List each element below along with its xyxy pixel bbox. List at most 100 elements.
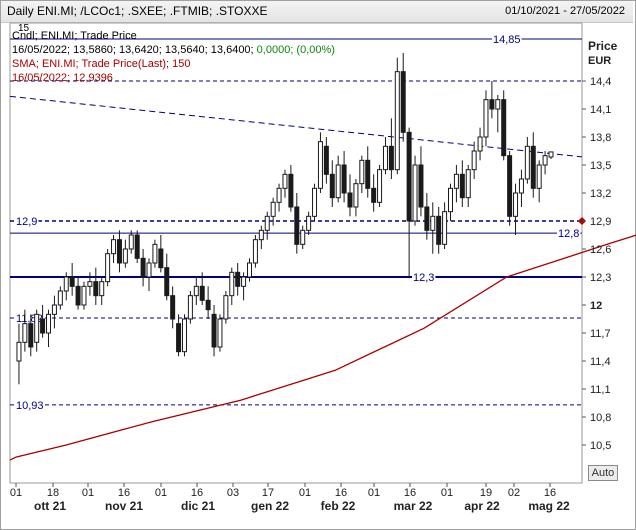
candle-body	[40, 318, 46, 334]
x-tick-label: 01	[82, 487, 94, 499]
x-tick-label: 01	[10, 487, 22, 499]
x-tick-label: 16	[191, 487, 203, 499]
candle-body	[501, 99, 507, 157]
candle-body	[495, 99, 501, 110]
candle-body	[518, 178, 524, 194]
candle-body	[465, 169, 471, 199]
candle-body	[453, 173, 459, 189]
auto-scale-button[interactable]: Auto	[588, 465, 618, 481]
candle-body	[300, 229, 306, 245]
legend-candle-values: 16/05/2022; 13,5860; 13,6420; 13,5640; 1…	[12, 43, 335, 57]
candle-body	[187, 295, 193, 320]
level-label: 12,9	[16, 216, 37, 228]
x-tick-label: 16	[335, 487, 347, 499]
candle-body	[170, 295, 176, 320]
candle-body	[394, 71, 400, 171]
candle-body	[57, 290, 63, 306]
y-tick-label: 14,1	[590, 104, 611, 116]
candle-body	[436, 215, 442, 245]
candle-body	[306, 215, 312, 231]
candle-body	[371, 187, 377, 203]
candle-body	[418, 164, 424, 208]
candle-body	[223, 295, 229, 320]
x-tick-label: 03	[227, 487, 239, 499]
candle-body	[276, 187, 282, 203]
candle-body	[258, 229, 264, 241]
plot-area[interactable]	[9, 22, 583, 484]
candle-body	[288, 173, 294, 208]
candle-body	[459, 173, 465, 199]
candle-body	[412, 164, 418, 222]
y-tick-label: 13,2	[590, 188, 611, 200]
x-tick-label: 18	[47, 487, 59, 499]
candle-body	[241, 276, 247, 287]
candle-body	[524, 145, 530, 180]
x-tick-label: 16	[544, 487, 556, 499]
candle-body	[247, 262, 253, 278]
trendline	[9, 95, 583, 158]
candle-body	[312, 187, 318, 217]
y-tick-label: 11,4	[590, 356, 611, 368]
x-month-label: mag 22	[528, 499, 570, 513]
candle-body	[111, 239, 117, 255]
candle-body	[377, 169, 383, 203]
candle-body	[81, 285, 87, 306]
candle-body	[217, 318, 223, 348]
y-tick-label: 11,1	[590, 384, 611, 396]
candle-body	[264, 215, 270, 231]
candle-body	[448, 187, 454, 213]
candle-body	[51, 304, 57, 315]
level-label: 14,85	[493, 34, 521, 46]
candle-body	[471, 150, 477, 171]
x-month-label: apr 22	[464, 499, 500, 513]
chart-legend: Cndl; ENI.MI; Trade Price 16/05/2022; 13…	[12, 29, 335, 85]
candle-body	[152, 243, 158, 264]
candle-body	[235, 271, 241, 287]
level-label: 12,3	[413, 272, 434, 284]
y-tick-label: 12,3	[590, 272, 611, 284]
candle-body	[134, 234, 140, 259]
candle-body	[483, 99, 489, 138]
candle-body	[530, 145, 536, 189]
level-label: 12,8	[558, 228, 579, 240]
legend-sma-series: SMA; ENI.MI; Trade Price(Last); 150	[12, 58, 191, 70]
legend-sma-value: 16/05/2022; 12,9396	[12, 72, 113, 84]
candle-body	[87, 281, 93, 287]
x-month-label: mar 22	[394, 499, 433, 513]
y-tick-label: 12,6	[590, 244, 611, 256]
candle-body	[477, 136, 483, 152]
x-tick-label: 17	[262, 487, 274, 499]
x-month-label: ott 21	[34, 499, 66, 513]
y-tick-label: 12,9	[590, 216, 611, 228]
y-tick-label: 13,5	[590, 160, 611, 172]
candle-body	[99, 281, 105, 297]
sma-150-line	[9, 234, 636, 461]
legend-candle-series: Cndl; ENI.MI; Trade Price	[12, 30, 137, 42]
level-label: 10,93	[16, 400, 44, 412]
y-tick-label: 14,4	[590, 76, 611, 88]
candle-body	[176, 323, 182, 353]
candle-body	[329, 173, 335, 199]
candle-body	[252, 239, 258, 264]
legend-ohlc: 16/05/2022; 13,5860; 13,6420; 13,5640; 1…	[12, 44, 254, 56]
candle-body	[158, 248, 164, 269]
candle-body	[536, 164, 542, 189]
candle-body	[513, 192, 519, 217]
candle-body	[128, 234, 134, 250]
x-month-label: gen 22	[251, 499, 289, 513]
candle-body	[365, 159, 371, 189]
x-tick-label: 01	[299, 487, 311, 499]
x-tick-label: 16	[404, 487, 416, 499]
candle-body	[548, 151, 554, 158]
x-tick-label: 16	[118, 487, 130, 499]
candle-body	[63, 276, 69, 292]
candle-body	[294, 206, 300, 245]
candle-body	[46, 313, 52, 334]
candle-body	[317, 141, 323, 189]
candle-body	[75, 285, 81, 306]
candle-body	[341, 164, 347, 194]
legend-change: 0,0000; (0,00%)	[256, 44, 335, 56]
candle-body	[16, 341, 22, 362]
candle-body	[193, 285, 199, 297]
